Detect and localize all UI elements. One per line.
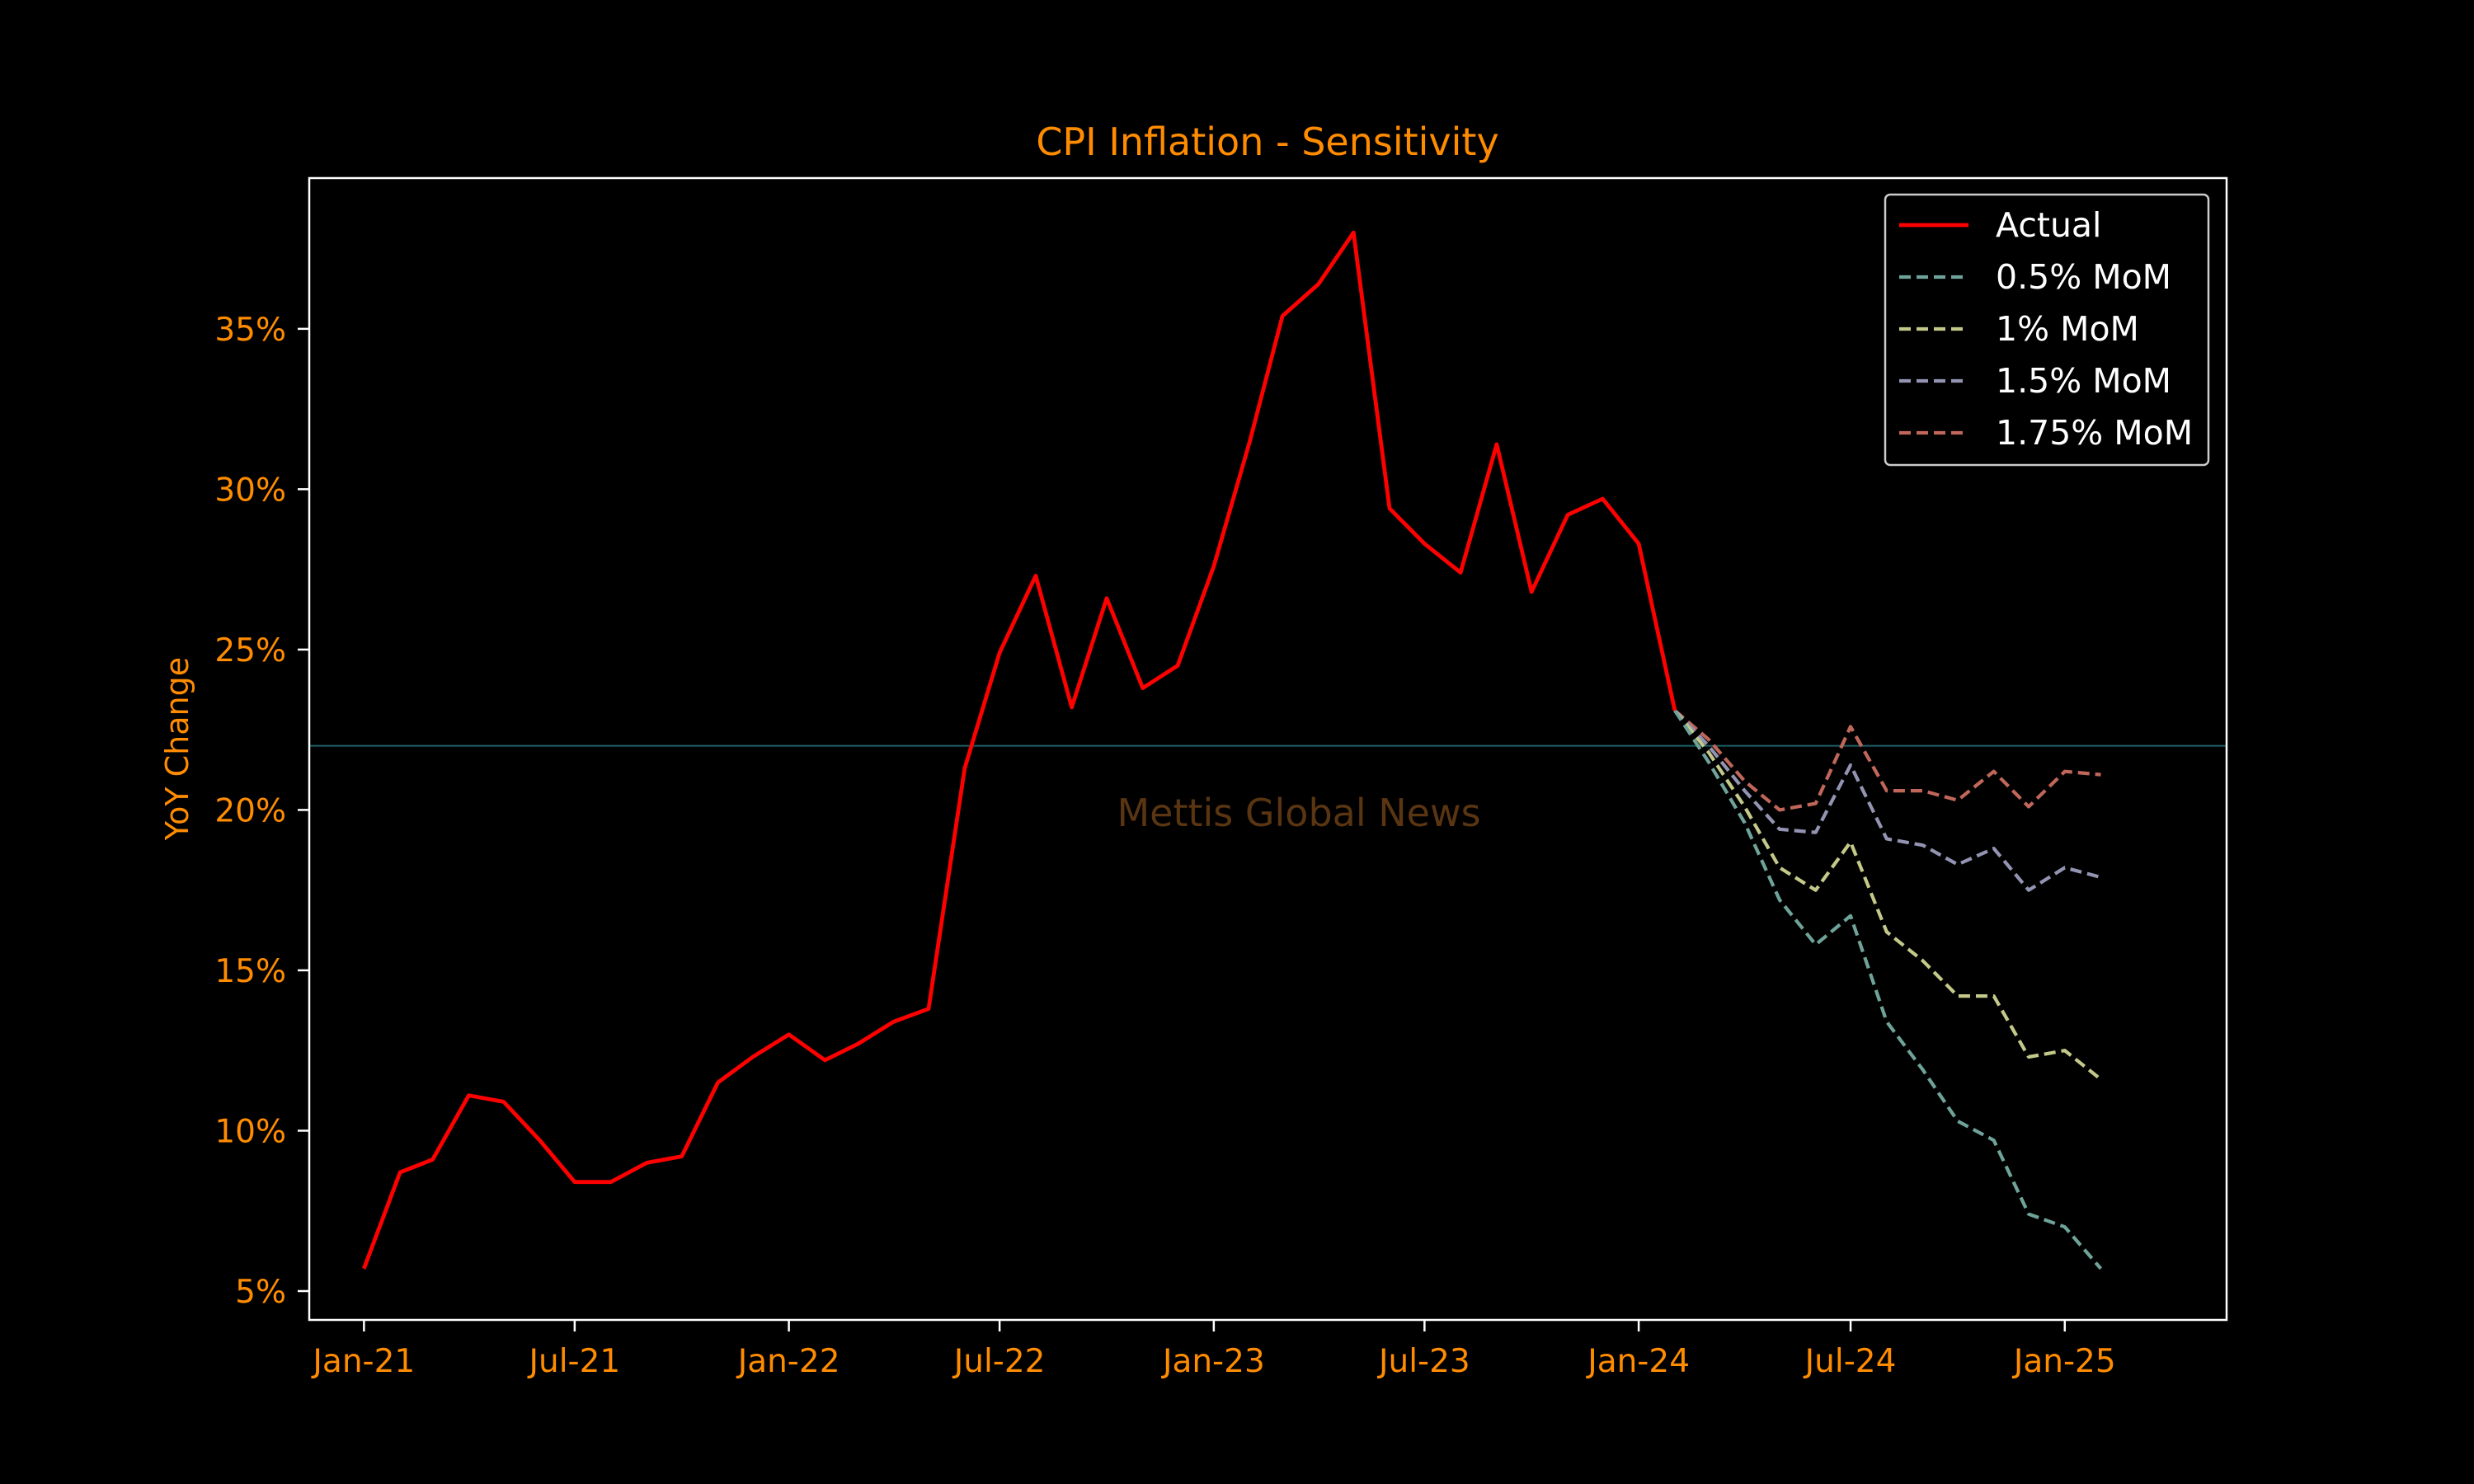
- x-tick-label: Jul-21: [526, 1343, 620, 1380]
- series-line-actual: [362, 230, 1677, 1270]
- x-tick-label: Jan-25: [2011, 1343, 2116, 1380]
- y-tick-label: 35%: [214, 312, 286, 349]
- y-tick-label: 25%: [214, 632, 286, 669]
- x-tick-label: Jul-22: [952, 1343, 1046, 1380]
- legend-label: 1.75% MoM: [1996, 413, 2193, 453]
- x-tick-label: Jan-23: [1160, 1343, 1265, 1380]
- x-tick-label: Jul-24: [1803, 1343, 1897, 1380]
- x-tick-label: Jan-21: [310, 1343, 415, 1380]
- series-line-1-5-mom: [1673, 709, 2102, 892]
- y-tick-label: 10%: [214, 1113, 286, 1150]
- series-line-1-75-mom: [1673, 709, 2101, 812]
- legend-label: 0.5% MoM: [1996, 257, 2171, 297]
- x-tick-label: Jan-22: [736, 1343, 840, 1380]
- legend-label: 1.5% MoM: [1996, 361, 2171, 401]
- y-tick-label: 15%: [214, 953, 286, 990]
- legend-label: Actual: [1996, 205, 2101, 245]
- series-group: [362, 230, 2103, 1270]
- x-tick-label: Jan-24: [1585, 1343, 1690, 1380]
- legend-frame: [1884, 193, 2210, 467]
- y-axis: 5% 10% 15% 20% 25% 30% 35%: [214, 312, 309, 1311]
- legend: Actual 0.5% MoM 1% MoM 1.5% MoM 1.75% MoM: [1884, 193, 2210, 467]
- x-axis: Jan-21 Jul-21 Jan-22 Jul-22 Jan-23 Jul-23 Jan-…: [310, 1320, 2116, 1380]
- y-axis-label: YoY Change: [159, 657, 195, 841]
- y-tick-label: 20%: [214, 792, 286, 829]
- series-line-0-5-mom: [1673, 709, 2103, 1270]
- y-tick-label: 5%: [235, 1274, 286, 1311]
- x-tick-label: Jul-23: [1376, 1343, 1470, 1380]
- chart-title: CPI Inflation - Sensitivity: [1036, 120, 1498, 164]
- y-tick-label: 30%: [214, 472, 286, 509]
- plot-frame: [308, 176, 2228, 1322]
- series-line-1-mom: [1673, 709, 2102, 1081]
- watermark: Mettis Global News: [1117, 791, 1480, 835]
- legend-label: 1% MoM: [1996, 309, 2139, 349]
